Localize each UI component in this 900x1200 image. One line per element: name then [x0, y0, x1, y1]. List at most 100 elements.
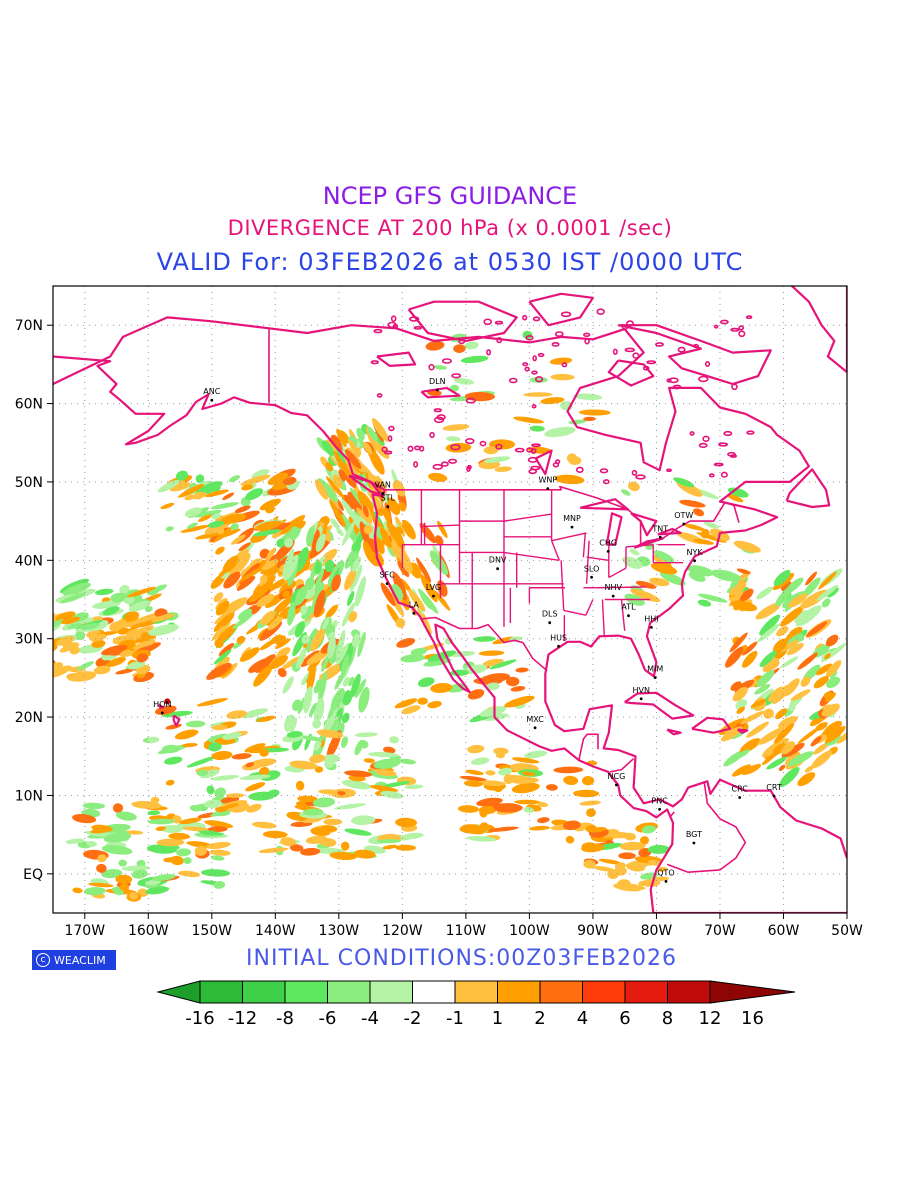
convergence-cell [302, 808, 324, 816]
divergence-cell [513, 416, 544, 424]
divergence-cell [732, 764, 751, 777]
convergence-cell [754, 684, 771, 695]
divergence-cell [123, 611, 140, 622]
lake-outline [448, 458, 458, 464]
divergence-cell [478, 780, 506, 786]
divergence-cell [529, 825, 550, 831]
divergence-cell [408, 589, 426, 612]
lake-outline [496, 337, 503, 344]
convergence-cell [53, 619, 65, 630]
divergence-cell [494, 786, 503, 793]
colorbar-label: -6 [319, 1008, 337, 1029]
lake-outline [632, 352, 640, 359]
convergence-cell [161, 710, 193, 718]
colorbar-label: -8 [276, 1008, 294, 1029]
divergence-cell [442, 424, 470, 431]
state-boundary [586, 556, 609, 562]
convergence-cell [198, 830, 224, 836]
convergence-cell [373, 758, 401, 769]
lake-outline [727, 451, 736, 457]
convergence-cell [377, 839, 401, 844]
lake-outline [554, 331, 564, 337]
convergence-cell [102, 606, 120, 616]
divergence-cell [209, 849, 231, 856]
divergence-cell [782, 685, 793, 696]
divergence-cell [306, 662, 316, 694]
colorbar-arrow-left [156, 980, 201, 1004]
divergence-cell [115, 874, 133, 884]
divergence-cell [818, 571, 837, 590]
divergence-cell [168, 832, 191, 840]
divergence-cell [739, 738, 761, 754]
divergence-cell [825, 634, 839, 647]
state-boundary [551, 532, 587, 542]
divergence-cell [781, 742, 805, 758]
divergence-cell [481, 673, 511, 683]
divergence-cell [331, 574, 341, 592]
lon-tick-label: 150W [192, 923, 233, 939]
lake-outline [720, 471, 728, 478]
divergence-cell [772, 638, 788, 654]
divergence-cell [338, 469, 346, 482]
convergence-cell [283, 554, 299, 581]
lake-outline [433, 408, 442, 413]
divergence-cell [238, 542, 251, 552]
lake-outline [677, 346, 686, 353]
divergence-cell [151, 613, 175, 623]
convergence-cell [290, 526, 300, 536]
convergence-cell [148, 624, 179, 636]
divergence-cell [72, 814, 97, 824]
divergence-cell [537, 817, 550, 824]
convergence-cell [821, 598, 831, 608]
convergence-cell [423, 658, 452, 667]
convergence-cell [400, 654, 426, 663]
lake-outline [635, 474, 646, 480]
convergence-cell [336, 707, 343, 718]
station-marker [639, 697, 643, 701]
station-marker [650, 626, 653, 629]
convergence-cell [688, 571, 706, 582]
station-marker [570, 525, 574, 529]
divergence-cell [732, 686, 748, 702]
divergence-cell [332, 474, 343, 489]
divergence-cell [416, 557, 432, 583]
coastline [407, 300, 518, 342]
divergence-cell [72, 887, 83, 894]
lake-outline [551, 341, 560, 347]
convergence-cell [284, 714, 295, 732]
divergence-cell [453, 344, 466, 354]
lake-outline [465, 397, 476, 404]
divergence-cell [750, 699, 767, 708]
divergence-cell [150, 796, 160, 804]
lake-outline [625, 320, 634, 327]
state-boundary [560, 560, 565, 611]
lake-outline [528, 468, 538, 475]
colorbar-label: 6 [619, 1008, 630, 1029]
divergence-cell [813, 676, 829, 689]
convergence-cell [282, 676, 294, 694]
coastline [618, 324, 772, 386]
divergence-cell [196, 698, 228, 707]
divergence-cell [275, 638, 291, 650]
convergence-cell [176, 848, 191, 857]
divergence-cell [692, 508, 705, 517]
convergence-cell [294, 621, 305, 638]
convergence-cell [308, 702, 317, 718]
colorbar-swatch [624, 980, 668, 1004]
divergence-cell [280, 515, 306, 535]
divergence-cell [340, 841, 350, 851]
divergence-cell [164, 698, 171, 705]
divergence-cell [316, 729, 344, 739]
station-marker [381, 492, 385, 495]
lake-outline [450, 444, 461, 451]
convergence-cell [184, 507, 202, 518]
convergence-cell [160, 824, 183, 834]
divergence-cell [736, 706, 745, 714]
convergence-cell [759, 614, 781, 636]
divergence-cell [313, 589, 326, 618]
divergence-cell [553, 766, 584, 774]
station-label: HHI [644, 614, 658, 623]
divergence-cell [231, 753, 252, 760]
divergence-cell [211, 621, 231, 641]
